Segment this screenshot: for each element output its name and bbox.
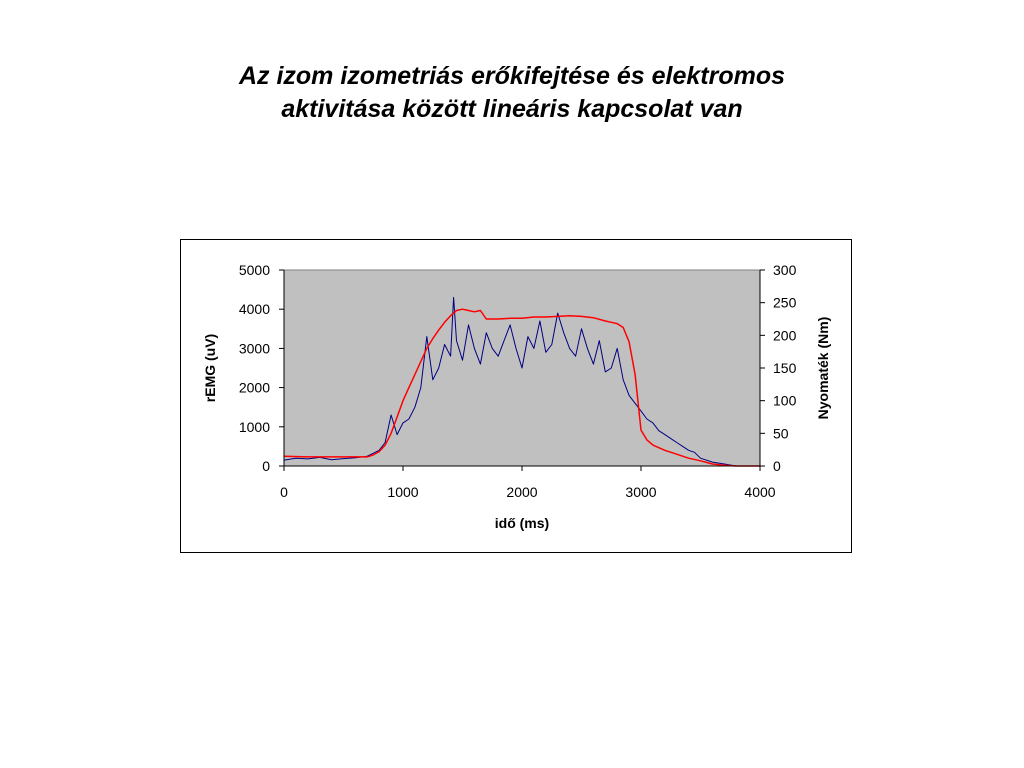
y2-tick-label: 150: [773, 360, 797, 376]
x-tick-label: 1000: [387, 484, 418, 500]
x-tick-label: 3000: [625, 484, 656, 500]
x-axis-title: idő (ms): [495, 515, 549, 531]
y2-tick-label: 300: [773, 262, 797, 278]
series-layer: [283, 296, 760, 467]
y2-tick-label: 250: [773, 295, 797, 311]
y-tick-label: 3000: [239, 340, 270, 356]
x-tick-label: 0: [280, 484, 288, 500]
y2-tick-label: 200: [773, 327, 797, 343]
axes-layer: 0100020003000400050000501001502002503000…: [239, 262, 797, 500]
x-tick-label: 2000: [506, 484, 537, 500]
y-tick-label: 1000: [239, 419, 270, 435]
y2-tick-label: 0: [773, 458, 781, 474]
slide-title: Az izom izometriás erőkifejtése és elekt…: [112, 60, 912, 126]
y-tick-label: 4000: [239, 301, 270, 317]
y2-tick-label: 50: [773, 425, 789, 441]
y-tick-label: 5000: [239, 262, 270, 278]
y2-tick-label: 100: [773, 393, 797, 409]
emg-series-line: [283, 296, 760, 467]
y-axis-title: rEMG (uV): [202, 334, 218, 402]
y-tick-label: 0: [262, 458, 270, 474]
slide-title-line2: aktivitása között lineáris kapcsolat van: [281, 95, 743, 123]
slide-title-line1: Az izom izometriás erőkifejtése és elekt…: [238, 62, 786, 90]
chart-frame: 0 1000 2000 3000 4000 5000 0 50 100 150 200 250 300 0…: [180, 239, 852, 553]
y2-axis-title: Nyomaték (Nm): [815, 317, 831, 420]
torque-series-line: [283, 308, 760, 467]
y-tick-label: 2000: [239, 380, 270, 396]
emg-torque-chart: 0100020003000400050000501001502002503000…: [202, 262, 831, 531]
x-tick-label: 4000: [744, 484, 775, 500]
